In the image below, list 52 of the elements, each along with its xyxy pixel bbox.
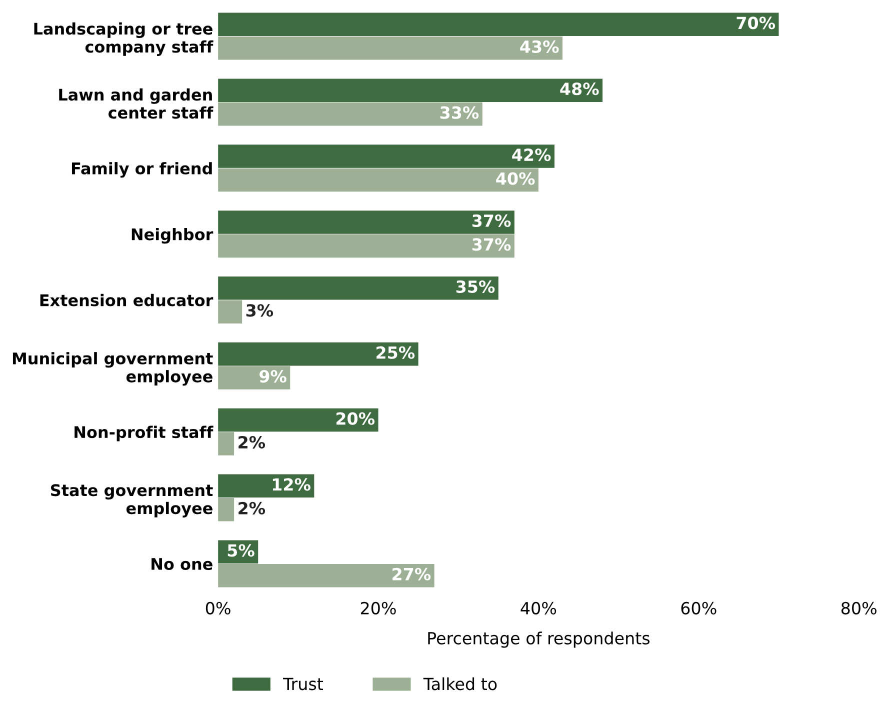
x-tick-label: 40%	[520, 602, 556, 614]
data-label: 37%	[472, 214, 511, 228]
legend-label: Trust	[283, 678, 324, 690]
y-tick-label: Extension educator	[40, 294, 214, 306]
data-label: 27%	[392, 568, 431, 580]
bar	[218, 408, 378, 432]
y-tick-label: Lawn and garden center staff	[59, 88, 214, 119]
bar	[218, 78, 603, 102]
data-label: 25%	[376, 346, 415, 359]
bar	[218, 366, 290, 390]
y-tick-label: State government employee	[51, 484, 213, 518]
x-tick-label: 20%	[360, 602, 396, 614]
bar	[218, 564, 434, 588]
data-label: 12%	[272, 478, 310, 491]
data-label: 33%	[440, 106, 479, 119]
data-label: 37%	[472, 238, 511, 251]
bar	[218, 144, 554, 168]
data-label: 40%	[496, 172, 535, 185]
data-label: 35%	[456, 280, 495, 293]
bar	[218, 276, 498, 300]
bar	[218, 432, 234, 456]
data-label: 42%	[512, 148, 551, 162]
x-tick-label: 80%	[841, 602, 876, 614]
x-axis-title: Percentage of respondents	[428, 632, 650, 648]
x-tick-label: 60%	[681, 602, 716, 614]
bar	[218, 12, 779, 36]
y-tick-label: No one	[152, 558, 212, 570]
data-label: 20%	[336, 412, 375, 425]
data-label: 2%	[238, 436, 266, 449]
data-label: 43%	[520, 40, 559, 53]
y-tick-label: Municipal government employee	[12, 352, 213, 386]
data-label: 2%	[238, 502, 266, 515]
data-label: 9%	[260, 370, 286, 383]
bar	[218, 168, 538, 192]
x-tick-label: 0%	[206, 602, 230, 614]
data-label: 70%	[736, 16, 776, 30]
y-tick-label: Landscaping or tree company staff	[34, 22, 214, 56]
bar	[218, 36, 562, 60]
bar	[218, 474, 314, 498]
y-tick-label: Family or friend	[72, 162, 212, 178]
bar	[218, 234, 514, 258]
data-label: 5%	[228, 544, 254, 557]
y-tick-label: Neighbor	[132, 228, 214, 244]
legend-label: Talked to	[423, 677, 497, 690]
data-label: 48%	[560, 82, 599, 96]
bar	[218, 342, 418, 366]
y-tick-label: Non-profit staff	[74, 426, 214, 442]
bar	[218, 102, 482, 126]
bar	[218, 300, 242, 324]
bar	[218, 210, 514, 234]
data-label: 3%	[246, 304, 274, 317]
bar	[218, 498, 234, 522]
